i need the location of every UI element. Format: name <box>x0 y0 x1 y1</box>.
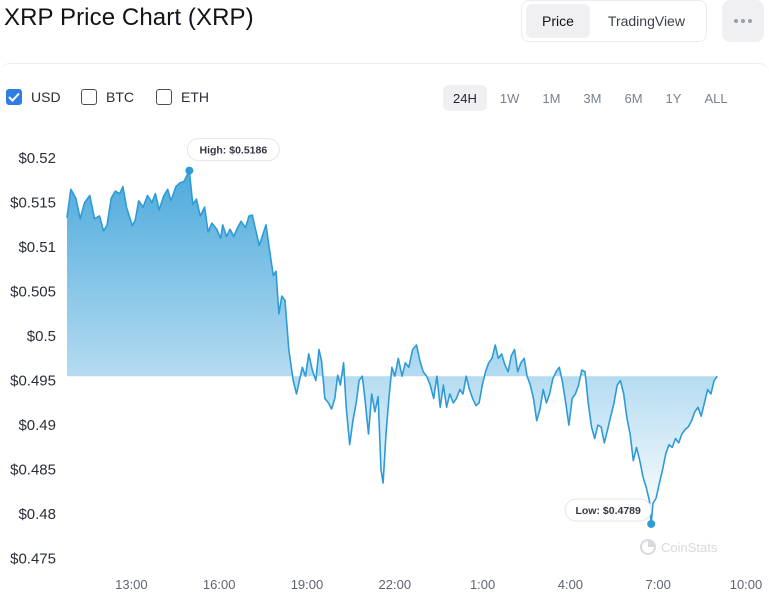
time-range-selector: 24H 1W 1M 3M 6M 1Y ALL <box>443 85 741 111</box>
x-tick-label: 19:00 <box>291 577 324 592</box>
x-tick-label: 4:00 <box>558 577 583 592</box>
eth-checkbox[interactable] <box>156 89 172 105</box>
x-tick-label: 7:00 <box>646 577 671 592</box>
btc-checkbox[interactable] <box>81 89 97 105</box>
usd-label: USD <box>31 89 61 105</box>
low-callout-label: Low: $0.4789 <box>575 505 641 517</box>
range-3m[interactable]: 3M <box>573 85 611 111</box>
price-area-fill <box>67 170 718 524</box>
high-callout-box <box>186 138 280 162</box>
usd-checkbox[interactable] <box>6 89 22 105</box>
y-tick-label: $0.52 <box>18 150 56 167</box>
range-1y[interactable]: 1Y <box>656 85 692 111</box>
view-toggle: Price TradingView <box>521 0 707 42</box>
price-line <box>66 169 718 525</box>
more-horizontal-icon-dot <box>748 19 752 23</box>
x-tick-label: 1:00 <box>470 577 495 592</box>
x-tick-label: 16:00 <box>203 577 236 592</box>
btc-label: BTC <box>106 89 134 105</box>
y-tick-label: $0.5 <box>27 328 56 345</box>
tab-price[interactable]: Price <box>526 4 590 38</box>
y-tick-label: $0.515 <box>10 195 56 212</box>
y-tick-label: $0.51 <box>18 239 56 256</box>
chart-card <box>0 63 769 603</box>
currency-btc[interactable]: BTC <box>81 89 134 105</box>
low-marker <box>647 519 656 528</box>
coinstats-logo-icon-segment <box>648 540 655 547</box>
range-24h[interactable]: 24H <box>443 85 487 111</box>
y-tick-label: $0.505 <box>10 284 56 301</box>
more-horizontal-icon <box>734 19 738 23</box>
eth-label: ETH <box>181 89 209 105</box>
high-callout-label: High: $0.5186 <box>199 145 267 157</box>
low-callout-box <box>564 498 652 522</box>
y-tick-label: $0.49 <box>18 417 56 434</box>
more-horizontal-icon-dot <box>741 19 745 23</box>
y-tick-label: $0.485 <box>10 462 56 479</box>
y-tick-label: $0.495 <box>10 373 56 390</box>
currency-usd[interactable]: USD <box>6 89 61 105</box>
x-tick-label: 22:00 <box>379 577 412 592</box>
y-tick-label: $0.475 <box>10 551 56 568</box>
currency-eth[interactable]: ETH <box>156 89 209 105</box>
y-tick-label: $0.48 <box>18 506 56 523</box>
range-1w[interactable]: 1W <box>490 85 530 111</box>
tab-tradingview[interactable]: TradingView <box>592 4 701 38</box>
more-options-button[interactable] <box>722 0 764 42</box>
high-marker <box>185 166 194 175</box>
range-6m[interactable]: 6M <box>614 85 652 111</box>
page-title: XRP Price Chart (XRP) <box>4 4 254 31</box>
coinstats-watermark: CoinStats <box>661 540 718 555</box>
x-tick-label: 13:00 <box>115 577 148 592</box>
x-tick-label: 10:00 <box>730 577 763 592</box>
checkmark-icon <box>8 92 20 102</box>
range-1m[interactable]: 1M <box>532 85 570 111</box>
range-all[interactable]: ALL <box>694 85 737 111</box>
